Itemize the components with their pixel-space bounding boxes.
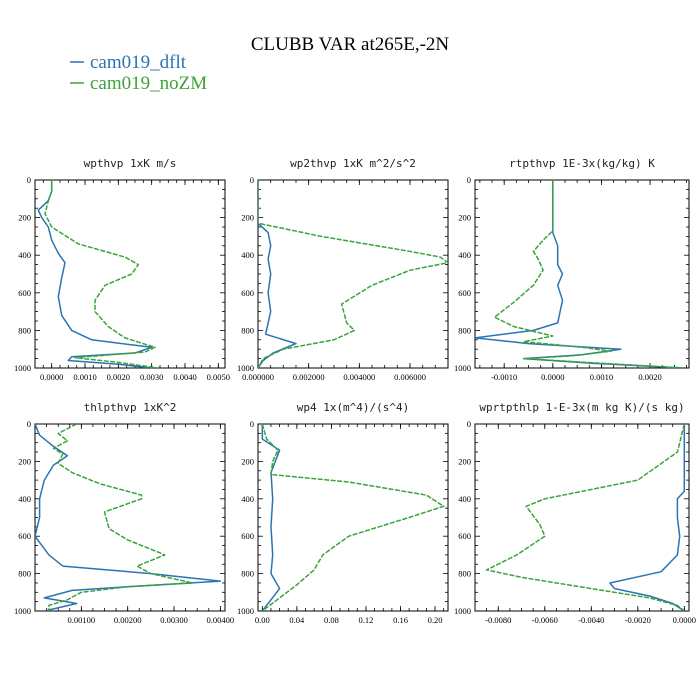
y-tick-label: 1000 — [237, 363, 254, 373]
series-line-dflt — [35, 424, 222, 611]
x-tick-label: 0.0000 — [541, 372, 564, 382]
panel-title: wprtpthlp 1-E-3x(m kg K)/(s kg) — [479, 401, 684, 414]
y-tick-label: 400 — [458, 494, 471, 504]
series-line-nozm — [258, 180, 448, 368]
y-tick-label: 800 — [18, 569, 31, 579]
series-line-nozm — [485, 424, 686, 611]
x-tick-label: 0.00100 — [68, 615, 96, 625]
y-tick-label: 600 — [18, 288, 31, 298]
y-tick-label: 1000 — [14, 606, 31, 616]
x-tick-label: 0.0010 — [73, 372, 96, 382]
series-line-dflt — [37, 180, 153, 368]
y-tick-label: 1000 — [454, 363, 471, 373]
y-tick-label: 600 — [241, 531, 254, 541]
series-line-dflt — [609, 424, 686, 611]
y-tick-label: 200 — [458, 213, 471, 223]
y-tick-label: 800 — [458, 569, 471, 579]
y-tick-label: 0 — [250, 175, 254, 185]
y-tick-label: 0 — [467, 419, 471, 429]
x-tick-label: 0.12 — [359, 615, 374, 625]
y-tick-label: 200 — [241, 213, 254, 223]
y-tick-label: 400 — [18, 250, 31, 260]
y-tick-label: 400 — [241, 494, 254, 504]
series-line-dflt — [261, 424, 281, 611]
y-tick-label: 0 — [27, 419, 31, 429]
x-tick-label: 0.00 — [255, 615, 270, 625]
x-tick-label: 0.00300 — [160, 615, 188, 625]
x-tick-label: 0.08 — [324, 615, 339, 625]
y-tick-label: 0 — [27, 175, 31, 185]
y-tick-label: 200 — [241, 456, 254, 466]
x-tick-label: 0.0010 — [590, 372, 613, 382]
x-tick-label: 0.000000 — [242, 372, 274, 382]
series-line-nozm — [493, 180, 685, 368]
x-tick-label: -0.0010 — [491, 372, 517, 382]
x-tick-label: 0.0020 — [638, 372, 661, 382]
plot-frame — [257, 423, 449, 612]
y-tick-label: 400 — [18, 494, 31, 504]
x-tick-label: -0.0080 — [485, 615, 511, 625]
y-tick-label: 400 — [458, 250, 471, 260]
x-tick-label: -0.0040 — [578, 615, 604, 625]
y-tick-label: 0 — [250, 419, 254, 429]
panel-1: wpthvp 1xK m/s 0 200 400 600 800 1000 0.0000 0.0… — [14, 157, 230, 382]
x-tick-label: 0.0040 — [173, 372, 196, 382]
x-tick-label: 0.004000 — [343, 372, 375, 382]
legend-label-dflt: cam019_dflt — [90, 52, 187, 73]
series-line-nozm — [44, 180, 159, 368]
y-tick-label: 1000 — [237, 606, 254, 616]
y-tick-label: 1000 — [454, 606, 471, 616]
x-tick-label: 0.04 — [289, 615, 305, 625]
panel-title: thlpthvp 1xK^2 — [84, 401, 177, 414]
panel-title: wpthvp 1xK m/s — [84, 157, 177, 170]
y-tick-label: 0 — [467, 175, 471, 185]
plot-frame — [257, 179, 449, 369]
y-tick-label: 600 — [458, 288, 471, 298]
panel-4: thlpthvp 1xK^2 0 200 400 600 800 1000 0.00100 0.… — [14, 401, 234, 625]
y-tick-label: 200 — [18, 213, 31, 223]
panel-title: wp4 1x(m^4)/(s^4) — [297, 401, 410, 414]
series-line-dflt — [258, 180, 297, 368]
figure-title: CLUBB VAR at265E,-2N — [251, 34, 450, 55]
x-tick-label: 0.20 — [428, 615, 443, 625]
panel-6: wprtpthlp 1-E-3x(m kg K)/(s kg) 0 200 400 60… — [454, 401, 696, 625]
y-tick-label: 400 — [241, 250, 254, 260]
panel-title: wp2thvp 1xK m^2/s^2 — [290, 157, 416, 170]
x-tick-label: 0.0000 — [673, 615, 696, 625]
y-tick-label: 200 — [458, 456, 471, 466]
panel-2: wp2thvp 1xK m^2/s^2020040060080010000.00… — [237, 157, 449, 382]
panel-3: rtpthvp 1E-3x(kg/kg) K 0 200 400 600 800 1000 -… — [454, 157, 690, 382]
x-tick-label: 0.002000 — [293, 372, 325, 382]
panel-title: rtpthvp 1E-3x(kg/kg) K — [509, 157, 655, 170]
legend-label-nozm: cam019_noZM — [90, 73, 207, 94]
x-tick-label: 0.16 — [393, 615, 408, 625]
y-tick-label: 800 — [241, 569, 254, 579]
x-tick-label: 0.0030 — [140, 372, 163, 382]
y-tick-label: 800 — [458, 325, 471, 335]
y-tick-label: 600 — [458, 531, 471, 541]
x-tick-label: 0.0020 — [107, 372, 130, 382]
y-tick-label: 600 — [18, 531, 31, 541]
y-tick-label: 1000 — [14, 363, 31, 373]
x-tick-label: 0.0000 — [40, 372, 63, 382]
x-tick-label: -0.0060 — [532, 615, 558, 625]
x-tick-label: 0.00200 — [114, 615, 142, 625]
x-tick-label: 0.0050 — [207, 372, 230, 382]
x-tick-label: 0.00400 — [207, 615, 235, 625]
legend: cam019_dflt cam019_noZM — [70, 52, 207, 94]
x-tick-label: 0.006000 — [394, 372, 426, 382]
x-tick-label: -0.0020 — [625, 615, 651, 625]
series-line-nozm — [48, 424, 194, 611]
y-tick-label: 600 — [241, 288, 254, 298]
plot-frame — [474, 423, 690, 612]
y-tick-label: 800 — [241, 325, 254, 335]
series-line-nozm — [261, 424, 445, 611]
y-tick-label: 200 — [18, 456, 31, 466]
series-line-dflt — [475, 180, 685, 368]
y-tick-label: 800 — [18, 325, 31, 335]
plot-frame — [474, 179, 690, 369]
